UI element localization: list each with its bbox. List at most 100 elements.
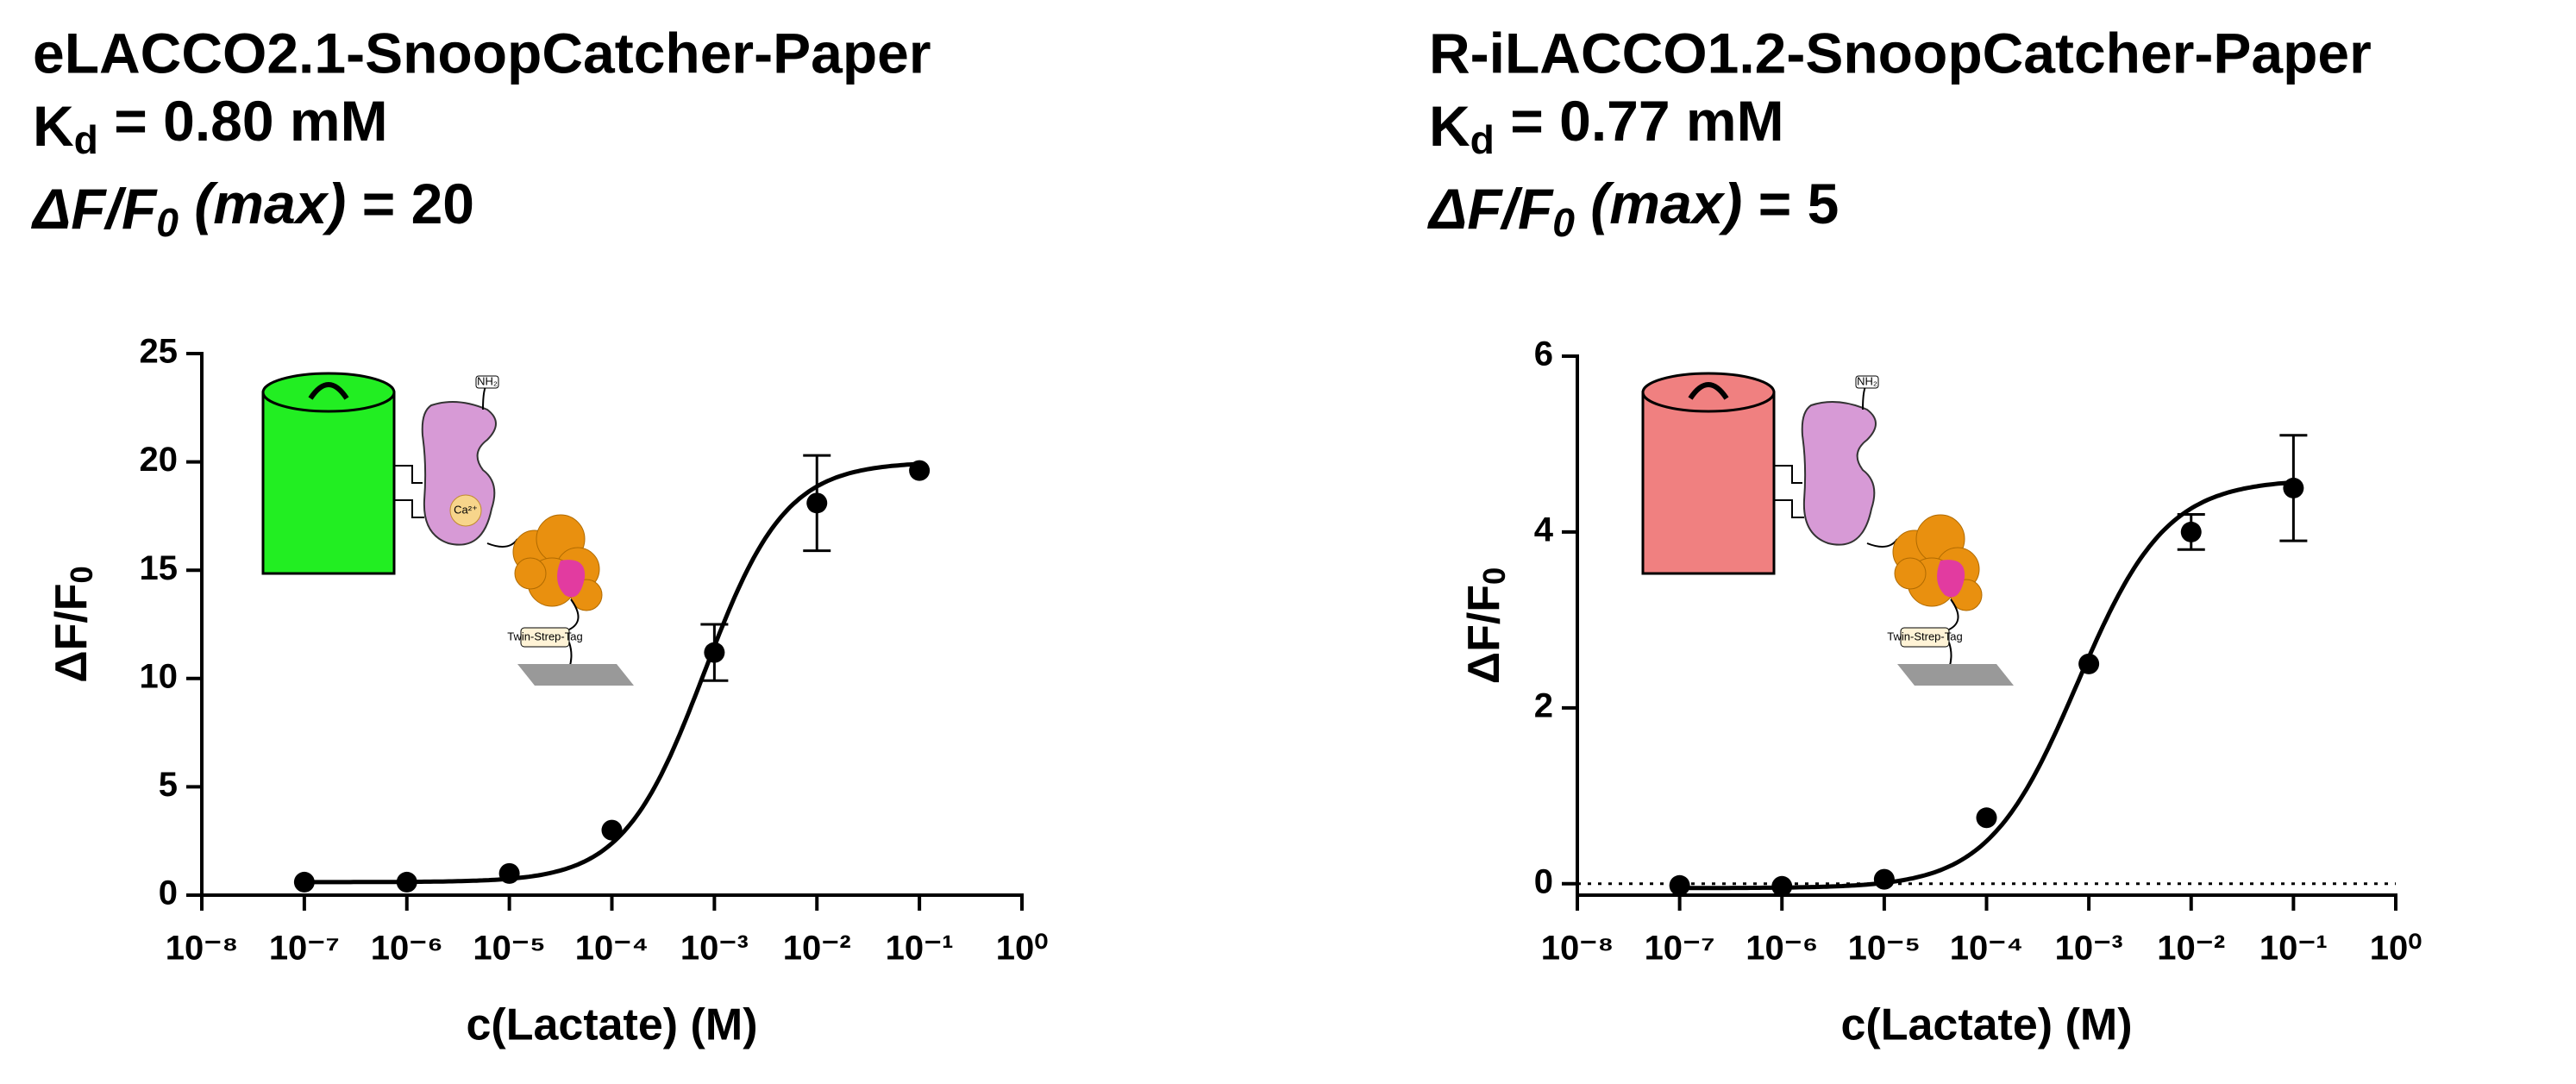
barrel-arc — [1688, 382, 1729, 400]
subtitle: Kd = 0.77 mM — [1429, 89, 1784, 162]
subtitle: ΔF/F0 (max) = 20 — [30, 172, 474, 245]
text-part: = 20 — [346, 172, 474, 235]
y-tick-label: 20 — [140, 441, 179, 479]
y-tick-label: 6 — [1534, 335, 1553, 373]
x-tick-label: 10⁻⁸ — [166, 930, 239, 968]
illustration-label: Twin-Strep-Tag — [1887, 630, 1962, 642]
linker — [394, 465, 424, 518]
x-tick-label: 10⁻³ — [2055, 930, 2123, 968]
illustration-label: NH₂ — [477, 374, 498, 387]
barrel-top — [261, 372, 396, 413]
barrel — [1641, 391, 1776, 575]
snoop-blob — [1894, 557, 1927, 590]
y-tick-label: 0 — [1534, 862, 1553, 900]
barrel — [261, 391, 396, 575]
x-tick-label: 10⁻³ — [680, 930, 749, 968]
illustration-label: Ca²⁺ — [454, 503, 478, 516]
text-part: = 0.77 mM — [1495, 89, 1784, 153]
y-tick-label: 25 — [140, 333, 179, 371]
binding-protein — [1801, 401, 1877, 546]
text-part: d — [74, 117, 98, 162]
snoop-tag — [557, 560, 586, 598]
x-tick-label: 10⁻² — [2157, 930, 2225, 968]
data-point — [1669, 874, 1690, 896]
linker — [1774, 465, 1804, 518]
data-point — [909, 460, 931, 481]
y-tick-label: 0 — [159, 874, 178, 912]
barrel-top — [1641, 372, 1776, 413]
nh2-box — [1855, 375, 1879, 389]
x-tick-label: 10⁻⁵ — [1848, 930, 1921, 968]
data-point — [1873, 868, 1895, 890]
text-part: = 0.80 mM — [98, 89, 388, 153]
text-part: 0 — [156, 200, 179, 245]
x-axis-label: c(Lactate) (M) — [1840, 1000, 2132, 1050]
text-part: 0 — [1552, 200, 1575, 245]
illustration: NH₂ Twin-Strep-Tag — [1641, 372, 2014, 686]
data-point — [2283, 477, 2304, 498]
x-tick-label: 10⁰ — [996, 930, 1049, 968]
y-tick-label: 15 — [140, 549, 179, 587]
snoop-linker — [486, 538, 518, 548]
tag-box — [1900, 627, 1950, 648]
text-part: ΔF/F — [1426, 177, 1554, 241]
y-axis-label: ΔF/F0 — [47, 566, 99, 683]
text-part: 0 — [64, 566, 99, 583]
barrel-arc — [308, 382, 349, 400]
text-part: 0 — [1476, 567, 1512, 585]
text-part: d — [1470, 117, 1495, 162]
tether — [1948, 598, 1959, 630]
x-tick-label: 10⁻⁵ — [473, 930, 545, 968]
subtitle: ΔF/F0 (max) = 5 — [1426, 172, 1839, 245]
y-tick-label: 2 — [1534, 686, 1553, 724]
text-part: (max) — [1575, 172, 1742, 235]
chart-title: R-iLACCO1.2-SnoopCatcher-Paper — [1429, 21, 2372, 85]
data-point — [498, 862, 520, 884]
text-part: = 5 — [1742, 172, 1839, 235]
ca-ion — [449, 494, 482, 527]
text-part: ΔF/F — [30, 177, 158, 241]
data-point — [293, 871, 315, 893]
data-point — [806, 492, 828, 514]
text-part: K — [33, 94, 74, 158]
x-tick-label: 10⁻⁶ — [371, 930, 443, 968]
x-tick-label: 10⁻⁴ — [1950, 930, 2023, 968]
illustration: NH₂ Ca²⁺ Twin-Strep-Tag — [261, 372, 634, 686]
subtitle: Kd = 0.80 mM — [33, 89, 388, 162]
y-tick-label: 4 — [1534, 511, 1554, 548]
chart-title: eLACCO2.1-SnoopCatcher-Paper — [33, 21, 931, 85]
data-point — [2180, 521, 2202, 542]
data-point — [704, 642, 725, 663]
nh2-box — [475, 375, 499, 389]
text-part: K — [1429, 94, 1470, 158]
data-point — [1771, 875, 1793, 897]
data-point — [601, 819, 623, 841]
illustration-label: Twin-Strep-Tag — [507, 630, 582, 642]
tag-box — [520, 627, 570, 648]
snoop-linker — [1866, 538, 1898, 548]
x-axis-label: c(Lactate) (M) — [466, 1000, 757, 1050]
text-part: ΔF/F — [1459, 585, 1509, 684]
data-point — [396, 871, 417, 893]
x-tick-label: 10⁻¹ — [2259, 930, 2328, 968]
text-part: (max) — [179, 172, 346, 235]
data-point — [2078, 653, 2100, 674]
data-point — [1976, 807, 1997, 829]
x-tick-label: 10⁻¹ — [886, 930, 954, 968]
y-tick-label: 5 — [159, 766, 178, 804]
paper — [1897, 664, 2014, 686]
text-part: ΔF/F — [47, 583, 97, 682]
tether — [568, 598, 580, 630]
x-tick-label: 10⁻² — [783, 930, 851, 968]
x-tick-label: 10⁻⁷ — [269, 930, 340, 968]
x-tick-label: 10⁻⁴ — [575, 930, 649, 968]
y-axis-label: ΔF/F0 — [1459, 567, 1512, 685]
x-tick-label: 10⁻⁷ — [1645, 930, 1715, 968]
y-tick-label: 10 — [140, 657, 179, 695]
x-tick-label: 10⁰ — [2370, 930, 2422, 968]
x-tick-label: 10⁻⁶ — [1746, 930, 1818, 968]
illustration-label: NH₂ — [1857, 374, 1877, 387]
snoop-blob — [514, 557, 547, 590]
